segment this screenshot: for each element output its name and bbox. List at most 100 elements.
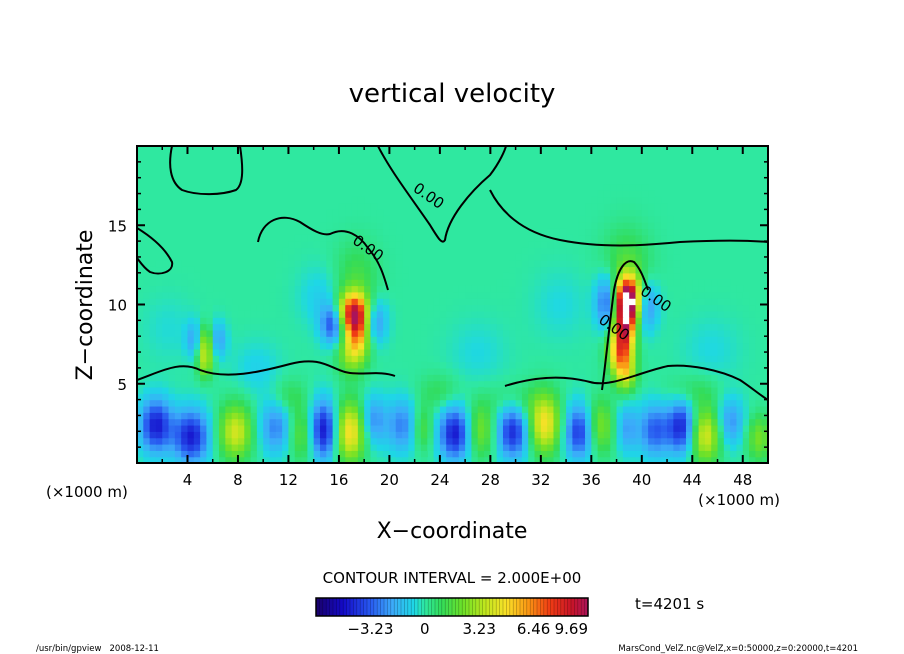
field-cell [521, 361, 529, 369]
field-cell [212, 304, 220, 312]
field-cell [288, 260, 296, 268]
field-cell [345, 209, 353, 217]
field-cell [597, 272, 605, 280]
field-cell [389, 348, 397, 356]
field-cell [711, 386, 719, 394]
field-cell [717, 405, 725, 413]
field-cell [275, 386, 283, 394]
field-cell [338, 431, 346, 439]
field-cell [667, 310, 674, 318]
field-cell [269, 405, 277, 413]
field-cell [181, 361, 189, 369]
field-cell [704, 437, 712, 445]
field-cell [313, 285, 321, 293]
field-cell [402, 272, 409, 280]
field-cell [162, 431, 170, 439]
field-cell [755, 367, 763, 375]
field-cell [219, 298, 226, 306]
field-cell [717, 367, 725, 375]
zero-contour-plume-right [601, 260, 649, 391]
field-cell [256, 323, 264, 331]
field-cell [395, 405, 403, 413]
field-cell [572, 443, 580, 451]
field-cell [667, 317, 674, 325]
field-cell [585, 412, 592, 420]
field-cell [685, 412, 693, 420]
field-cell [471, 450, 479, 458]
field-cell [269, 431, 277, 439]
field-cell [547, 323, 555, 331]
field-cell [414, 329, 422, 337]
field-cell [629, 317, 637, 325]
field-cell [275, 456, 283, 463]
field-cell [338, 323, 346, 331]
field-cell [496, 412, 504, 420]
field-cell [256, 342, 264, 350]
field-cell [515, 310, 523, 318]
field-cell [534, 304, 542, 312]
field-cell [578, 437, 586, 445]
field-cell [149, 304, 157, 312]
field-cell [521, 342, 529, 350]
field-cell [345, 298, 353, 306]
field-cell [641, 222, 649, 230]
colorbar-segment [367, 598, 371, 616]
field-cell [351, 253, 359, 261]
field-cell [553, 323, 561, 331]
field-cell [496, 298, 504, 306]
field-cell [364, 437, 372, 445]
field-cell [679, 456, 687, 463]
field-cell [755, 431, 763, 439]
field-cell [376, 209, 384, 217]
field-cell [502, 437, 510, 445]
field-cell [200, 348, 208, 356]
field-cell [357, 298, 365, 306]
field-cell [502, 285, 510, 293]
field-cell [717, 424, 725, 432]
field-cell [749, 456, 756, 463]
field-cell [237, 348, 245, 356]
field-cell [402, 386, 409, 394]
field-cell [187, 348, 195, 356]
field-cell [673, 298, 681, 306]
field-cell [654, 393, 662, 401]
field-cell [673, 450, 681, 458]
field-cell [181, 355, 189, 363]
field-cell [357, 355, 365, 363]
field-cell [635, 291, 643, 299]
field-cell [439, 450, 447, 458]
field-cell [509, 405, 517, 413]
field-cell [553, 336, 561, 344]
field-cell [597, 266, 605, 274]
field-cell [263, 399, 271, 407]
field-cell [458, 342, 466, 350]
field-cell [660, 342, 668, 350]
colorbar-segment [499, 598, 504, 616]
field-cell [736, 399, 744, 407]
field-cell [641, 266, 649, 274]
field-cell [553, 418, 561, 426]
field-cell [269, 285, 277, 293]
field-cell [338, 380, 346, 388]
field-cell [654, 310, 662, 318]
field-cell [616, 342, 624, 350]
colorbar-segment [550, 598, 555, 616]
field-cell [301, 386, 308, 394]
field-cell [515, 456, 523, 463]
field-cell [723, 355, 731, 363]
field-cell [591, 355, 599, 363]
field-cell [137, 437, 144, 445]
field-cell [528, 298, 536, 306]
field-cell [282, 317, 290, 325]
field-cell [679, 291, 687, 299]
field-cell [364, 203, 372, 210]
field-cell [603, 399, 611, 407]
field-cell [673, 323, 681, 331]
field-cell [616, 310, 624, 318]
field-cell [736, 291, 744, 299]
field-cell [566, 285, 573, 293]
colorbar-segment [581, 598, 585, 616]
field-cell [149, 323, 157, 331]
field-cell [402, 450, 409, 458]
field-cell [307, 285, 315, 293]
